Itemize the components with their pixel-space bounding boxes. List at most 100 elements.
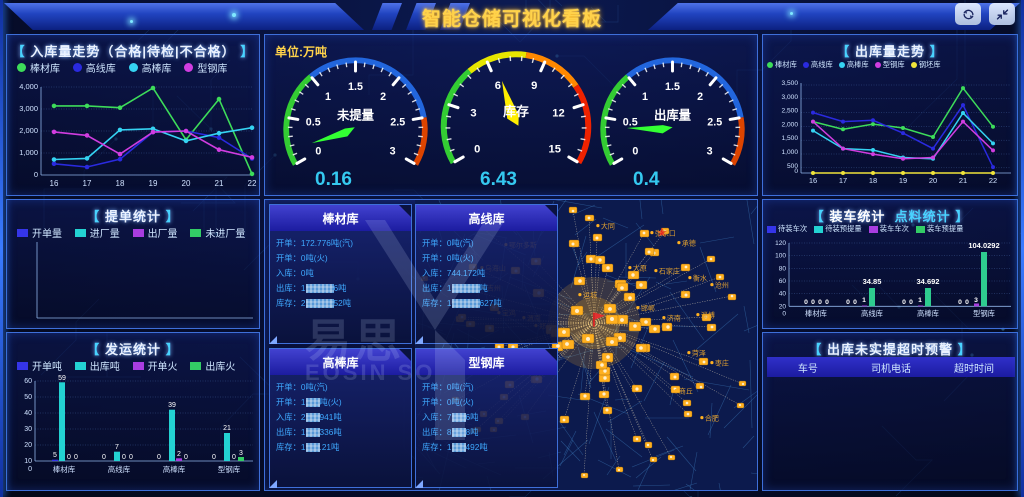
svg-text:21: 21	[223, 425, 231, 432]
svg-text:60: 60	[779, 278, 787, 285]
svg-text:100: 100	[775, 253, 786, 260]
svg-text:0: 0	[122, 454, 126, 461]
svg-text:2,500: 2,500	[781, 108, 798, 115]
svg-text:型钢库: 型钢库	[973, 309, 995, 318]
svg-text:0: 0	[34, 170, 38, 179]
svg-text:16: 16	[809, 176, 817, 185]
svg-text:0: 0	[157, 454, 161, 461]
svg-text:30: 30	[24, 426, 32, 433]
svg-text:淄博: 淄博	[701, 310, 715, 319]
svg-text:3,000: 3,000	[19, 104, 38, 113]
svg-text:0: 0	[782, 310, 786, 317]
svg-text:2.5: 2.5	[707, 117, 722, 129]
svg-text:3,000: 3,000	[781, 94, 798, 101]
svg-text:1.5: 1.5	[665, 81, 680, 93]
svg-text:2: 2	[380, 91, 386, 103]
svg-text:型钢库: 型钢库	[218, 464, 241, 474]
svg-text:1: 1	[325, 91, 331, 103]
svg-text:34.692: 34.692	[917, 277, 940, 286]
svg-text:1,000: 1,000	[19, 148, 38, 157]
svg-text:0: 0	[102, 454, 106, 461]
svg-text:20: 20	[182, 179, 191, 188]
svg-text:21: 21	[959, 176, 967, 185]
svg-text:59: 59	[58, 375, 66, 382]
svg-text:菏泽: 菏泽	[692, 348, 706, 357]
svg-text:0: 0	[184, 454, 188, 461]
svg-text:0: 0	[804, 299, 808, 306]
svg-text:棒材库: 棒材库	[53, 464, 76, 474]
svg-text:0: 0	[129, 454, 133, 461]
svg-text:80: 80	[779, 265, 787, 272]
svg-text:17: 17	[839, 176, 847, 185]
svg-text:18: 18	[869, 176, 877, 185]
svg-text:34.85: 34.85	[863, 277, 882, 286]
svg-text:3: 3	[974, 297, 978, 304]
svg-text:3,500: 3,500	[781, 80, 798, 87]
svg-text:3: 3	[390, 146, 396, 158]
svg-text:104.0292: 104.0292	[968, 241, 999, 250]
svg-text:40: 40	[779, 291, 787, 298]
svg-text:0.5: 0.5	[623, 117, 638, 129]
svg-text:18: 18	[116, 179, 125, 188]
svg-text:3: 3	[707, 146, 713, 158]
svg-text:出库量: 出库量	[654, 108, 692, 123]
svg-text:0: 0	[965, 299, 969, 306]
svg-text:0: 0	[315, 146, 321, 158]
svg-text:20: 20	[779, 303, 787, 310]
svg-text:2: 2	[697, 91, 703, 103]
svg-text:高线库: 高线库	[108, 464, 131, 474]
svg-text:0: 0	[794, 168, 798, 175]
svg-text:15: 15	[549, 143, 561, 155]
svg-text:2,000: 2,000	[19, 126, 38, 135]
svg-text:9: 9	[531, 80, 537, 92]
svg-text:0.5: 0.5	[306, 117, 321, 129]
svg-text:0: 0	[818, 299, 822, 306]
svg-text:合肥: 合肥	[705, 413, 719, 422]
svg-text:1,000: 1,000	[781, 149, 798, 156]
svg-text:0: 0	[958, 299, 962, 306]
svg-text:0: 0	[909, 299, 913, 306]
svg-text:22: 22	[248, 179, 257, 188]
svg-text:1: 1	[918, 297, 922, 304]
svg-text:5: 5	[53, 452, 57, 459]
svg-text:0: 0	[28, 466, 32, 473]
svg-text:2: 2	[177, 451, 181, 458]
svg-text:1,500: 1,500	[781, 135, 798, 142]
svg-text:0: 0	[632, 146, 638, 158]
svg-text:22: 22	[989, 176, 997, 185]
svg-text:运城: 运城	[583, 291, 597, 299]
svg-text:0: 0	[212, 454, 216, 461]
svg-text:棒材库: 棒材库	[805, 309, 827, 318]
svg-text:120: 120	[775, 240, 786, 247]
svg-text:2,000: 2,000	[781, 121, 798, 128]
svg-text:19: 19	[149, 179, 158, 188]
svg-text:大同: 大同	[601, 221, 615, 230]
svg-text:济南: 济南	[667, 313, 681, 322]
svg-text:高棒库: 高棒库	[917, 309, 939, 318]
svg-text:0: 0	[232, 454, 236, 461]
svg-text:0: 0	[825, 299, 829, 306]
svg-text:20: 20	[24, 442, 32, 449]
svg-text:3: 3	[239, 450, 243, 457]
svg-text:1.5: 1.5	[348, 81, 363, 93]
svg-text:衡水: 衡水	[693, 273, 707, 282]
svg-text:0: 0	[811, 299, 815, 306]
svg-text:库存: 库存	[503, 104, 529, 119]
svg-text:50: 50	[24, 394, 32, 401]
svg-text:1: 1	[862, 297, 866, 304]
svg-text:张家口: 张家口	[655, 228, 676, 237]
svg-text:40: 40	[24, 410, 32, 417]
svg-text:沧州: 沧州	[715, 280, 729, 289]
svg-text:21: 21	[215, 179, 224, 188]
svg-text:承德: 承德	[682, 238, 696, 247]
svg-text:2.5: 2.5	[390, 117, 405, 129]
svg-text:16: 16	[50, 179, 59, 188]
svg-text:0: 0	[853, 299, 857, 306]
svg-text:10: 10	[24, 458, 32, 465]
svg-text:1: 1	[642, 91, 648, 103]
svg-text:4,000: 4,000	[19, 82, 38, 91]
svg-text:石家庄: 石家庄	[659, 266, 680, 275]
svg-text:39: 39	[168, 402, 176, 409]
svg-text:19: 19	[899, 176, 907, 185]
svg-text:17: 17	[83, 179, 92, 188]
